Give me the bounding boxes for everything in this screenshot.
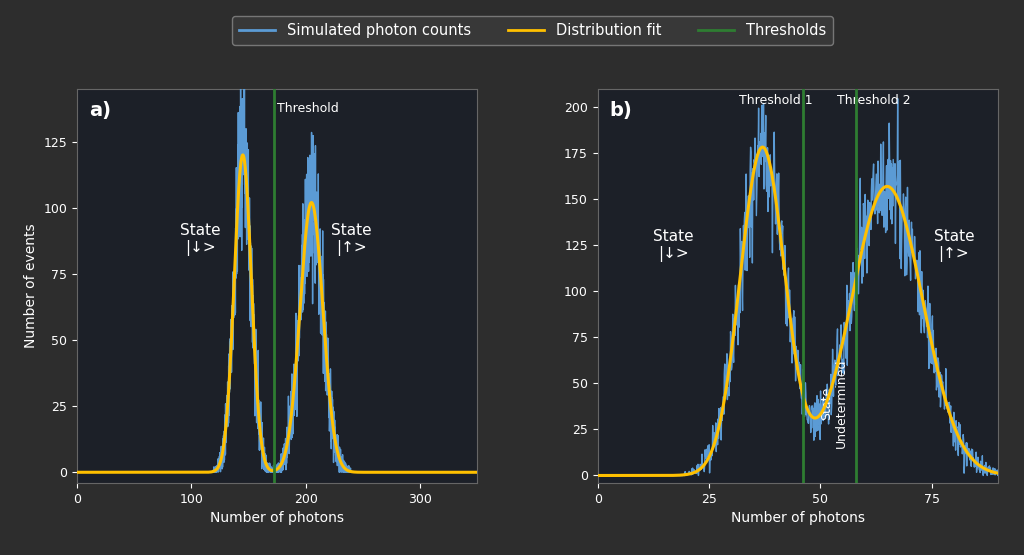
Text: State
|↑>: State |↑>	[934, 229, 974, 262]
Text: State
Undetermined: State Undetermined	[819, 359, 848, 448]
Text: State
|↑>: State |↑>	[331, 223, 372, 256]
Text: State
|↓>: State |↓>	[653, 229, 693, 262]
Text: b): b)	[609, 100, 633, 120]
Text: Threshold 1: Threshold 1	[739, 94, 813, 107]
Text: Threshold: Threshold	[278, 102, 339, 115]
Y-axis label: Number of events: Number of events	[24, 224, 38, 348]
Text: Threshold 2: Threshold 2	[837, 94, 910, 107]
Text: State
|↓>: State |↓>	[180, 223, 221, 256]
Legend: Simulated photon counts, Distribution fit, Thresholds: Simulated photon counts, Distribution fi…	[231, 16, 834, 45]
X-axis label: Number of photons: Number of photons	[731, 511, 865, 525]
Text: a): a)	[89, 100, 111, 120]
X-axis label: Number of photons: Number of photons	[210, 511, 344, 525]
